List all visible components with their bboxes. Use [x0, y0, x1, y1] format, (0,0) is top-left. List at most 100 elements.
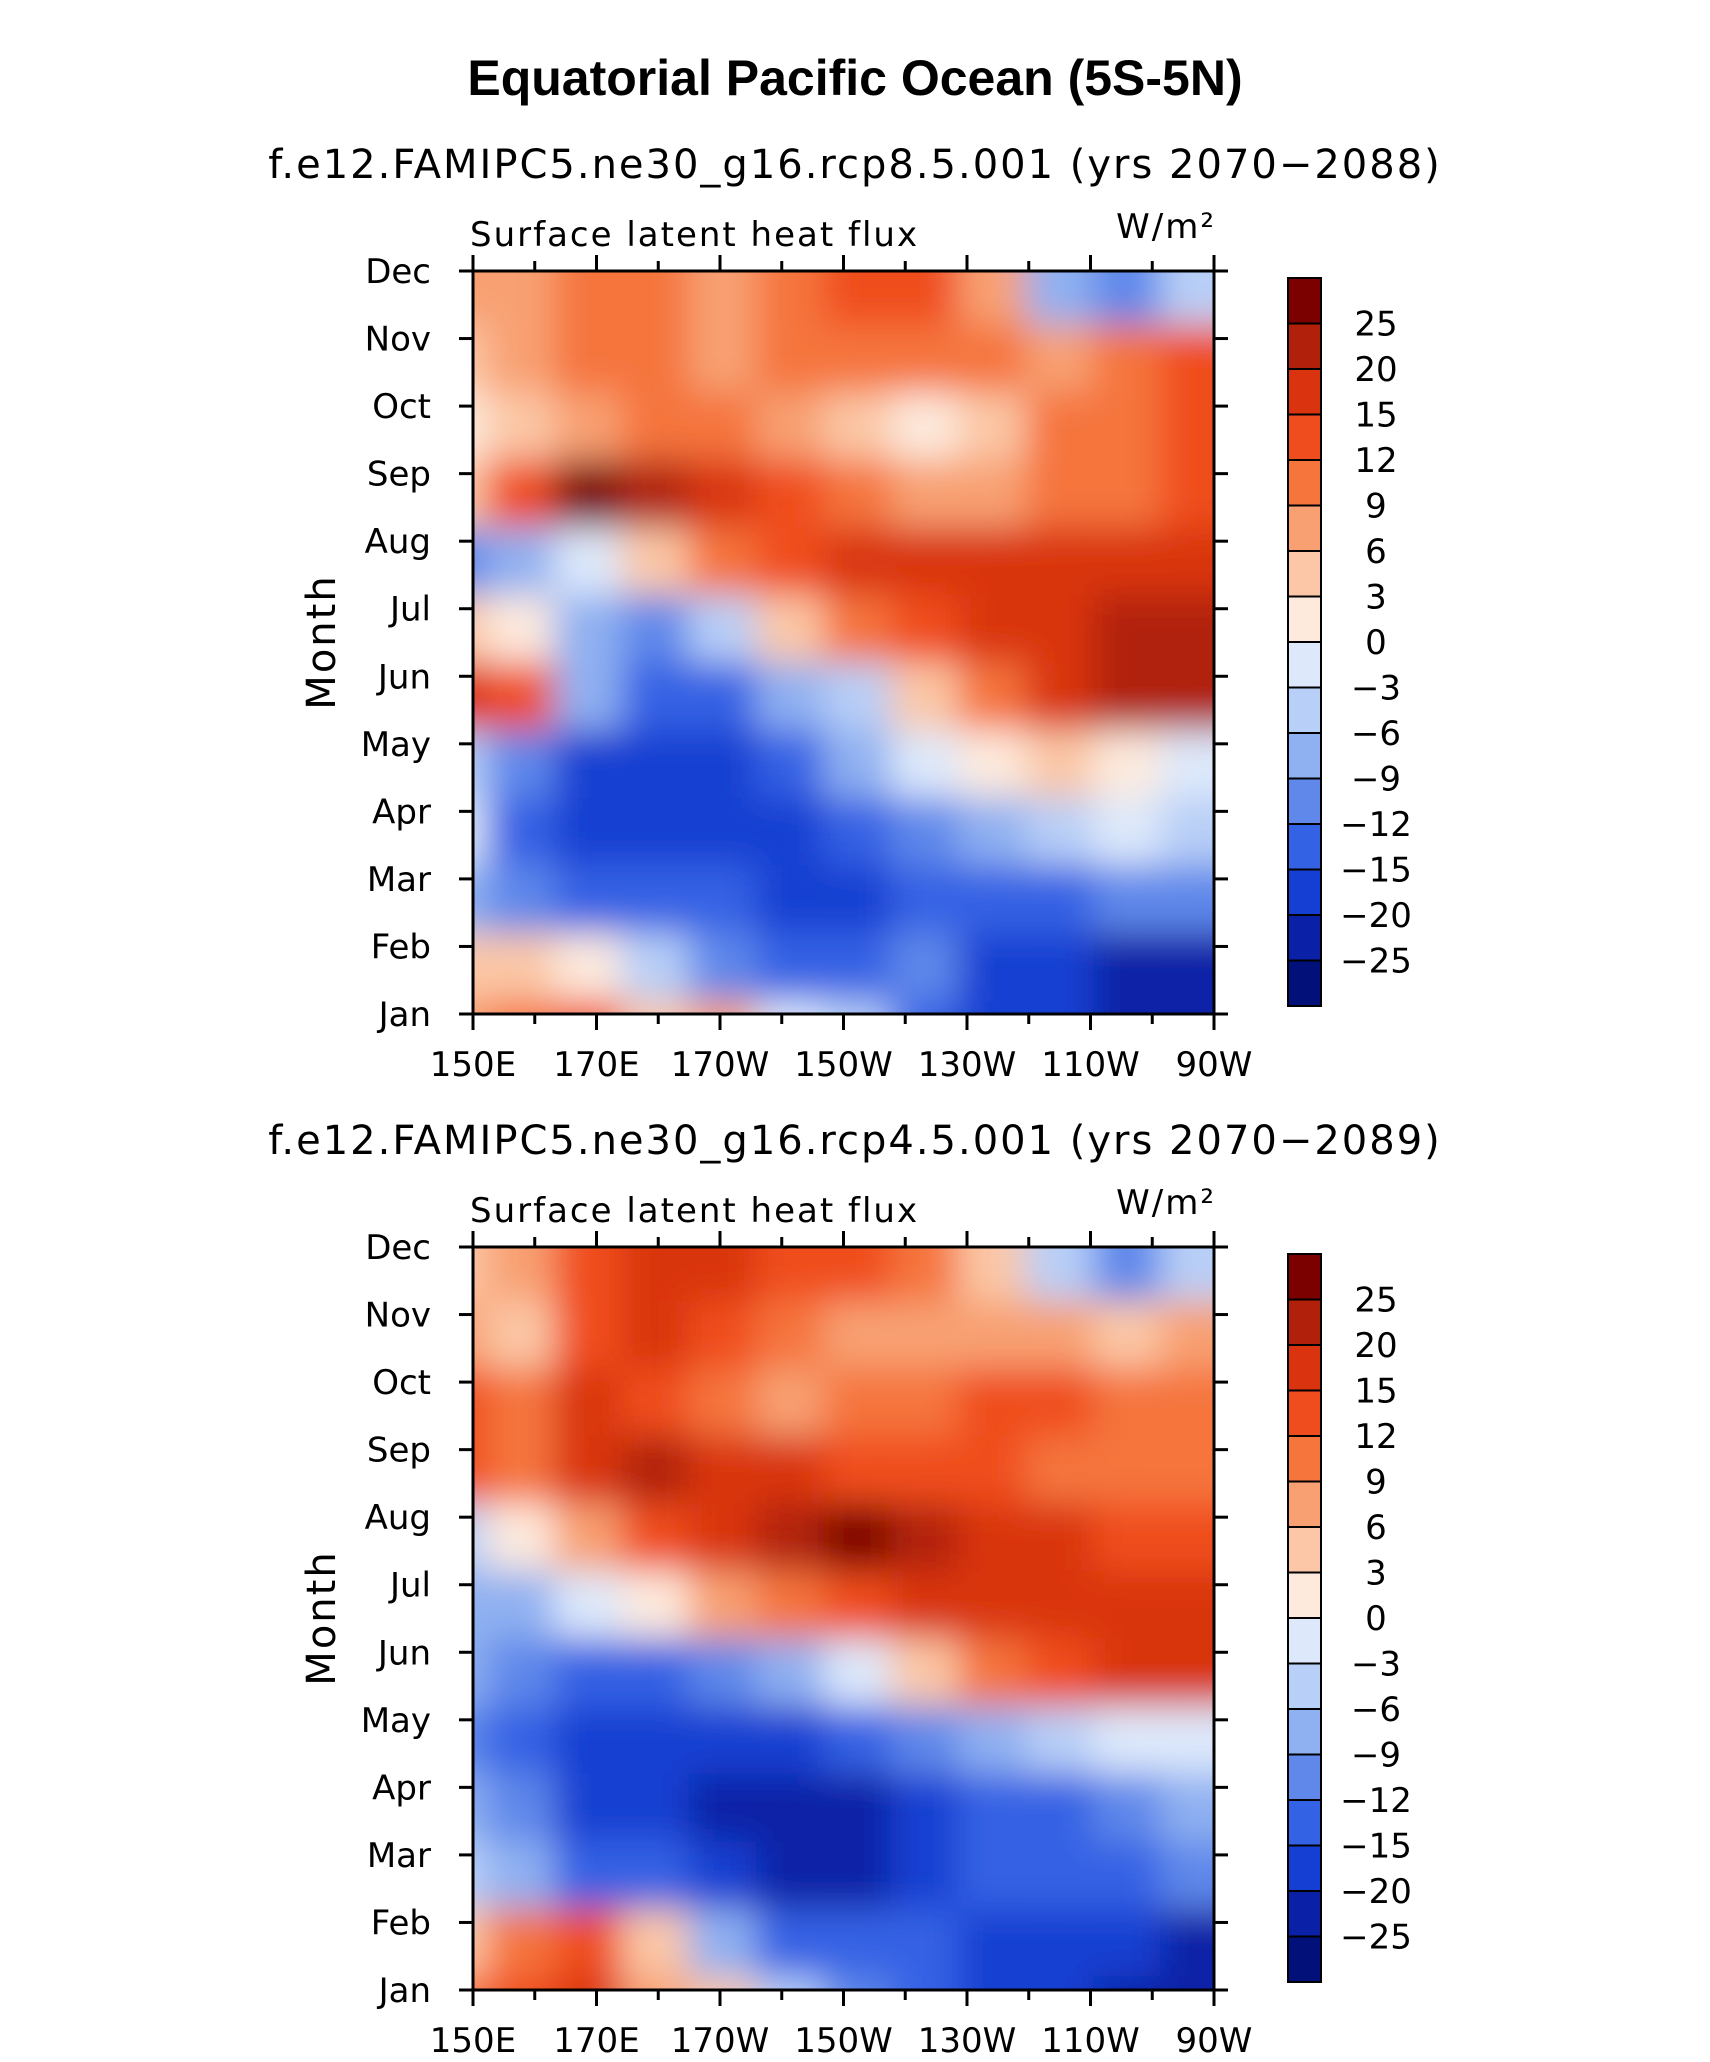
- colorbar-box: [1287, 686, 1322, 734]
- colorbar-box: [1287, 277, 1322, 325]
- variable-label: Surface latent heat flux: [470, 1191, 919, 1231]
- colorbar-box: [1287, 732, 1322, 780]
- heatmap-field: [473, 271, 1214, 1014]
- colorbar-label: 9: [1365, 487, 1387, 527]
- colorbar-label: 9: [1365, 1463, 1387, 1503]
- x-tick-label: 170W: [671, 2021, 770, 2061]
- colorbar-label: 0: [1365, 1599, 1387, 1639]
- y-axis-label: Month: [299, 1550, 345, 1685]
- colorbar: 25 20 15 12 9 6 3 0 −3 −6 −9 −12 −15 −20 −25: [1287, 1253, 1412, 1983]
- y-tick-label: Aug: [365, 522, 431, 562]
- colorbar-label: −3: [1351, 1645, 1401, 1685]
- colorbar-box: [1287, 1617, 1322, 1665]
- colorbar-box: [1287, 504, 1322, 552]
- colorbar-box: [1287, 413, 1322, 461]
- x-tick-label: 110W: [1041, 1045, 1140, 1085]
- x-tick-label: 130W: [918, 1045, 1017, 1085]
- y-axis-ticks: Jan Feb Mar Apr May Jun Jul Aug Sep Oct Nov Dec: [361, 1228, 1228, 2011]
- colorbar-box: [1287, 595, 1322, 643]
- colorbar-label: −15: [1340, 1827, 1412, 1867]
- colorbar-box: [1287, 459, 1322, 507]
- colorbar-label: 6: [1365, 1508, 1387, 1548]
- colorbar-label: 20: [1354, 350, 1397, 390]
- x-tick-label: 150E: [430, 1045, 516, 1085]
- x-tick-label: 170W: [671, 1045, 770, 1085]
- colorbar: 25 20 15 12 9 6 3 0 −3 −6 −9 −12 −15 −20 −25: [1287, 277, 1412, 1007]
- x-tick-label: 150E: [430, 2021, 516, 2061]
- colorbar-box: [1287, 1253, 1322, 1301]
- colorbar-label: −12: [1340, 1781, 1412, 1821]
- heatmap-cell: [1160, 1247, 1214, 1301]
- colorbar-box: [1287, 368, 1322, 416]
- variable-label: Surface latent heat flux: [470, 215, 919, 255]
- colorbar-label: −6: [1351, 1690, 1401, 1730]
- colorbar-label: 25: [1354, 305, 1397, 345]
- colorbar-box: [1287, 641, 1322, 689]
- y-tick-label: Apr: [372, 1768, 431, 1808]
- units-label: W/m²: [1116, 1183, 1216, 1223]
- colorbar-box: [1287, 1435, 1322, 1483]
- x-tick-label: 150W: [794, 1045, 893, 1085]
- colorbar-box: [1287, 1753, 1322, 1801]
- colorbar-label: −12: [1340, 805, 1412, 845]
- colorbar-box: [1287, 1662, 1322, 1710]
- colorbar-label: −9: [1351, 1736, 1401, 1776]
- colorbar-box: [1287, 1480, 1322, 1528]
- x-tick-label: 150W: [794, 2021, 893, 2061]
- colorbar-box: [1287, 1571, 1322, 1619]
- heatmap-cell: [1160, 271, 1214, 325]
- colorbar-label: 6: [1365, 532, 1387, 572]
- colorbar-box: [1287, 550, 1322, 598]
- colorbar-box: [1287, 777, 1322, 825]
- y-tick-label: Jul: [388, 590, 431, 630]
- colorbar-box: [1287, 959, 1322, 1007]
- colorbar-label: 20: [1354, 1326, 1397, 1366]
- colorbar-label: −20: [1340, 1872, 1412, 1912]
- units-label: W/m²: [1116, 207, 1216, 247]
- colorbar-label: 3: [1365, 1554, 1387, 1594]
- colorbar-box: [1287, 1890, 1322, 1938]
- colorbar-box: [1287, 1935, 1322, 1983]
- colorbar-box: [1287, 1844, 1322, 1892]
- y-tick-label: Feb: [371, 1903, 431, 1943]
- x-tick-label: 170E: [553, 1045, 639, 1085]
- colorbar-label: 3: [1365, 578, 1387, 618]
- x-tick-label: 170E: [553, 2021, 639, 2061]
- y-tick-label: Mar: [367, 860, 431, 900]
- colorbar-box: [1287, 1298, 1322, 1346]
- colorbar-box: [1287, 823, 1322, 871]
- x-tick-label: 110W: [1041, 2021, 1140, 2061]
- y-tick-label: Aug: [365, 1498, 431, 1538]
- y-axis-label: Month: [299, 574, 345, 709]
- colorbar-label: 12: [1354, 441, 1397, 481]
- y-tick-label: Jan: [377, 995, 431, 1035]
- colorbar-label: 25: [1354, 1281, 1397, 1321]
- y-tick-label: Feb: [371, 927, 431, 967]
- colorbar-box: [1287, 322, 1322, 370]
- x-axis-ticks: 150E 170E 170W 150W 130W 110W 90W: [430, 1231, 1253, 2061]
- panel-rcp85: f.e12.FAMIPC5.ne30_g16.rcp8.5.001 (yrs 2…: [268, 142, 1442, 1085]
- colorbar-label: 0: [1365, 623, 1387, 663]
- panel-title: f.e12.FAMIPC5.ne30_g16.rcp4.5.001 (yrs 2…: [268, 1118, 1442, 1164]
- x-tick-label: 90W: [1176, 1045, 1253, 1085]
- x-axis-ticks: 150E 170E 170W 150W 130W 110W 90W: [430, 255, 1253, 1085]
- colorbar-box: [1287, 1389, 1322, 1437]
- colorbar-box: [1287, 1799, 1322, 1847]
- colorbar-box: [1287, 914, 1322, 962]
- y-tick-label: May: [361, 1701, 431, 1741]
- colorbar-label: 15: [1354, 1372, 1397, 1412]
- x-tick-label: 90W: [1176, 2021, 1253, 2061]
- heatmap-field: [473, 1247, 1214, 1990]
- y-tick-label: Oct: [372, 1363, 431, 1403]
- y-tick-label: Sep: [367, 455, 431, 495]
- y-tick-label: Jun: [376, 1633, 431, 1673]
- colorbar-label: −20: [1340, 896, 1412, 936]
- panel-title: f.e12.FAMIPC5.ne30_g16.rcp8.5.001 (yrs 2…: [268, 142, 1442, 188]
- y-tick-label: Oct: [372, 387, 431, 427]
- colorbar-label: 15: [1354, 396, 1397, 436]
- y-tick-label: Mar: [367, 1836, 431, 1876]
- colorbar-box: [1287, 868, 1322, 916]
- y-tick-label: Nov: [365, 320, 431, 360]
- colorbar-label: −25: [1340, 942, 1412, 982]
